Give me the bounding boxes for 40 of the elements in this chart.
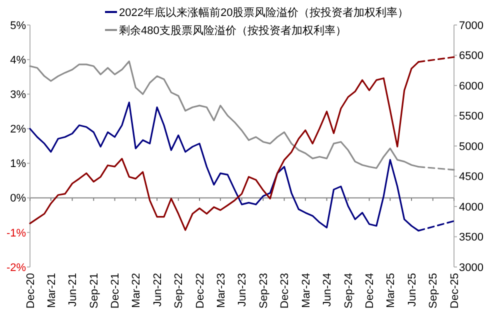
x-tick-label: Sep-25: [428, 273, 440, 308]
legend-label: 剩余480支股票风险溢价（按投资者加权利率）: [119, 24, 346, 37]
x-tick-label: Dec-25: [448, 273, 461, 308]
y2-tick-label: 5500: [459, 110, 484, 123]
x-tick-label: Jun-24: [322, 273, 334, 307]
y2-tick-label: 5000: [459, 140, 484, 153]
y-tick-label: 0%: [10, 192, 26, 205]
y-tick-label: 3%: [10, 88, 26, 101]
y2-tick-label: 7000: [459, 20, 484, 32]
y-tick-label: 4%: [10, 54, 26, 66]
x-tick-label: Jun-21: [67, 273, 80, 307]
x-tick-label: Mar-25: [384, 273, 397, 308]
y2-tick-label: 4500: [459, 171, 484, 184]
x-tick-label: Dec-24: [364, 273, 376, 308]
y2-tick-label: 3000: [459, 262, 484, 274]
x-tick-label: Sep-21: [88, 273, 100, 308]
x-tick-label: Mar-21: [46, 273, 58, 308]
x-tick-label: Jun-23: [236, 273, 249, 307]
x-tick-label: Mar-22: [130, 273, 142, 308]
x-tick-label: Sep-22: [173, 273, 186, 308]
x-tick-label: Dec-20: [24, 273, 37, 308]
x-tick-label: Mar-23: [215, 273, 228, 308]
legend-label: 2022年底以来涨幅前20股票风险溢价（按投资者加权利率）: [119, 6, 409, 19]
y2-tick-label: 3500: [459, 232, 484, 244]
y-tick-label: 1%: [10, 158, 26, 170]
x-tick-label: Jun-25: [406, 273, 418, 307]
x-tick-label: Dec-22: [194, 273, 206, 308]
x-tick-label: Dec-23: [279, 273, 292, 308]
x-tick-label: Mar-24: [300, 273, 312, 308]
y2-tick-label: 4000: [459, 201, 484, 214]
x-tick-label: Sep-24: [342, 273, 355, 308]
x-tick-label: Dec-21: [110, 273, 122, 308]
x-tick-label: Sep-23: [258, 273, 270, 308]
x-tick-label: Jun-22: [152, 273, 164, 307]
y2-tick-label: 6000: [459, 80, 484, 92]
y-tick-label: -2%: [6, 262, 26, 274]
y-tick-label: 2%: [10, 124, 26, 136]
y-tick-label: -1%: [6, 227, 26, 240]
y2-tick-label: 6500: [459, 50, 484, 62]
y-tick-label: 5%: [10, 20, 26, 32]
